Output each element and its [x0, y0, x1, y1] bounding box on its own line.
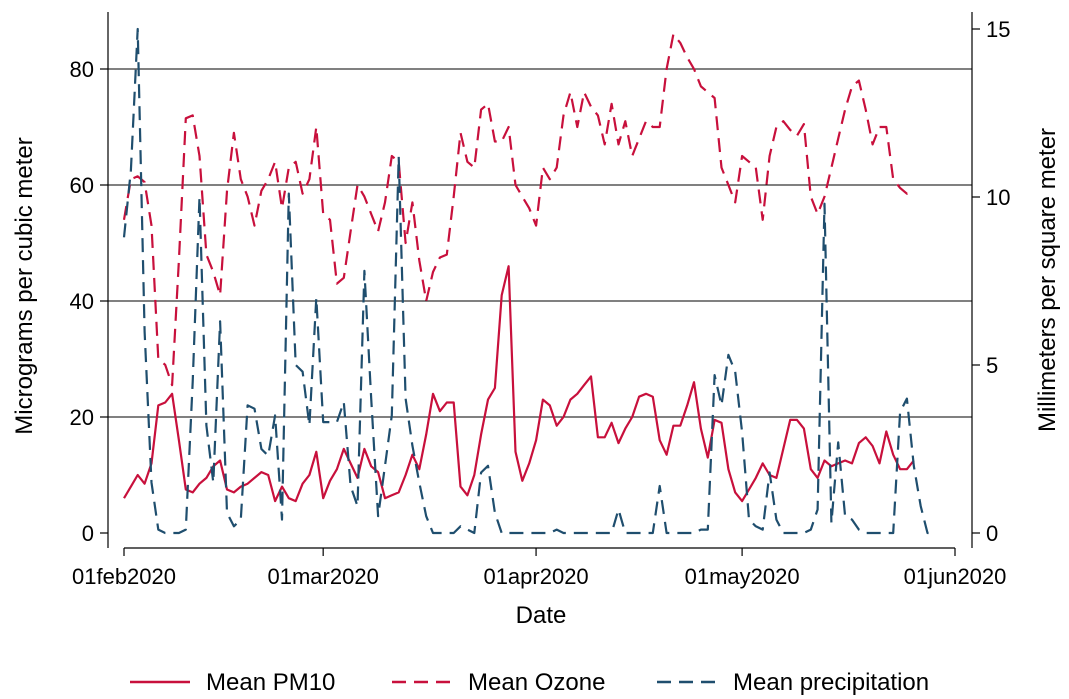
tick-labels: 0 20 40 60 80 0 5 10 15 01feb2020 01mar2020 01apr20… — [70, 17, 1011, 589]
x-tick-label-01jun2020: 01jun2020 — [904, 564, 1007, 589]
x-tick-label-01apr2020: 01apr2020 — [483, 564, 588, 589]
x-axis-title: Date — [516, 602, 567, 629]
y-right-tick-label-10: 10 — [986, 185, 1010, 210]
x-tick-label-01may2020: 01may2020 — [685, 564, 800, 589]
y-right-tick-label-15: 15 — [986, 17, 1010, 42]
legend-label-precip: Mean precipitation — [733, 669, 929, 696]
series-lines — [122, 27, 935, 535]
legend: Mean PM10 Mean Ozone Mean precipitation — [130, 669, 929, 696]
y-left-tick-label-60: 60 — [70, 173, 94, 198]
legend-label-ozone: Mean Ozone — [468, 669, 605, 696]
axes — [100, 12, 980, 556]
legend-label-pm10: Mean PM10 — [206, 669, 335, 696]
y-left-tick-label-80: 80 — [70, 57, 94, 82]
y-axis-left-title: Micrograms per cubic meter — [11, 137, 38, 434]
y-right-tick-label-5: 5 — [986, 353, 998, 378]
series-line-mean-pm10 — [123, 265, 915, 503]
x-tick-label-01mar2020: 01mar2020 — [268, 564, 379, 589]
y-axis-right-title: Millimeters per square meter — [1034, 128, 1061, 432]
y-left-tick-label-20: 20 — [70, 405, 94, 430]
y-left-tick-label-40: 40 — [70, 289, 94, 314]
x-tick-label-01feb2020: 01feb2020 — [72, 564, 176, 589]
series-line-mean-ozone — [122, 33, 915, 387]
y-left-tick-label-0: 0 — [82, 521, 94, 546]
y-right-tick-label-0: 0 — [986, 521, 998, 546]
